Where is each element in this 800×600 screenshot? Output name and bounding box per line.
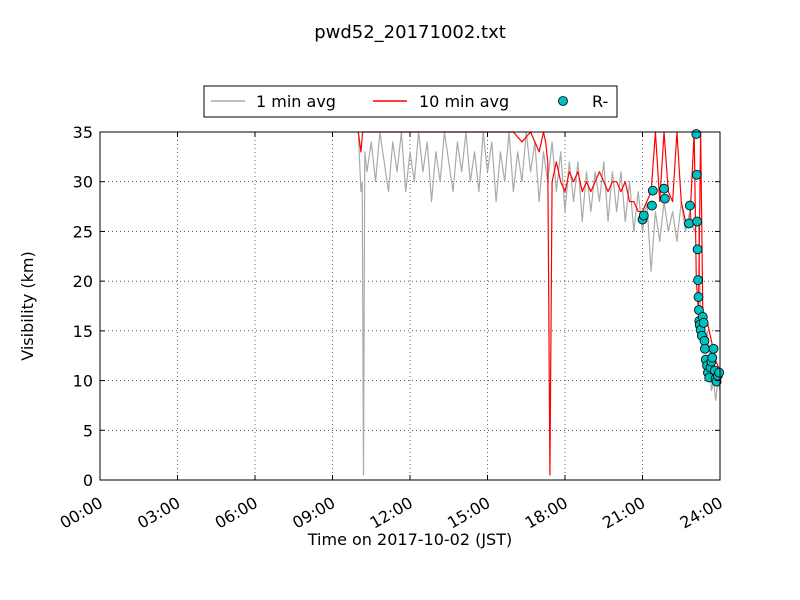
legend: 1 min avg 10 min avg R- (203, 85, 618, 118)
chart-title: pwd52_20171002.txt (314, 22, 506, 43)
data-point-r (692, 244, 703, 255)
data-point-r (684, 218, 694, 229)
data-point-r (714, 367, 725, 378)
x-tick-label: 00:00 (57, 493, 106, 533)
data-point-r (691, 129, 702, 139)
x-tick-label: 21:00 (599, 493, 648, 533)
y-axis-label: Visibility (km) (18, 251, 37, 360)
data-point-r (693, 292, 704, 302)
x-tick-label: 18:00 (522, 493, 571, 533)
data-point-r (684, 200, 695, 211)
x-tick-label: 24:00 (677, 493, 726, 533)
x-tick-label: 09:00 (289, 493, 338, 533)
y-axis: 0 5 10 15 20 25 30 35 (73, 123, 720, 490)
grid (100, 132, 720, 480)
data-point-r (693, 275, 703, 286)
legend-box (203, 85, 618, 118)
data-point-r (659, 193, 670, 204)
legend-swatch-r (558, 96, 568, 106)
legend-label-r: R- (592, 92, 608, 111)
y-tick-label: 30 (73, 173, 93, 192)
series-10-min-avg (357, 131, 721, 476)
x-axis: 00:00 03:00 06:00 09:00 12:00 15:00 18:00 21:00… (57, 132, 726, 533)
x-tick-label: 06:00 (212, 493, 261, 533)
data-point-r (659, 183, 669, 194)
data-point-r (638, 210, 649, 221)
data-point-r (647, 200, 657, 211)
legend-label-10-min-avg: 10 min avg (419, 92, 509, 111)
y-tick-label: 20 (73, 272, 93, 291)
x-tick-label: 03:00 (134, 493, 183, 533)
y-tick-label: 10 (73, 372, 93, 391)
series-1-min-avg (357, 131, 721, 476)
y-tick-label: 35 (73, 123, 93, 142)
data-point-r (691, 169, 702, 180)
data-point-r (692, 216, 703, 227)
x-tick-label: 12:00 (367, 493, 416, 533)
y-tick-label: 5 (83, 421, 93, 440)
x-tick-label: 15:00 (444, 493, 493, 533)
data-point-r (708, 343, 719, 354)
legend-label-1-min-avg: 1 min avg (256, 92, 336, 111)
y-tick-label: 15 (73, 322, 93, 341)
data-point-r (647, 185, 658, 196)
data-point-r (700, 343, 710, 354)
series-line-10-min-avg (357, 131, 721, 476)
data-point-r (698, 318, 709, 328)
series-r-minus (637, 129, 725, 387)
y-tick-label: 0 (83, 471, 93, 490)
y-tick-label: 25 (73, 222, 93, 241)
series-line-1-min-avg (357, 131, 721, 476)
data-point-r (707, 352, 718, 363)
x-axis-label: Time on 2017-10-02 (JST) (307, 530, 512, 549)
